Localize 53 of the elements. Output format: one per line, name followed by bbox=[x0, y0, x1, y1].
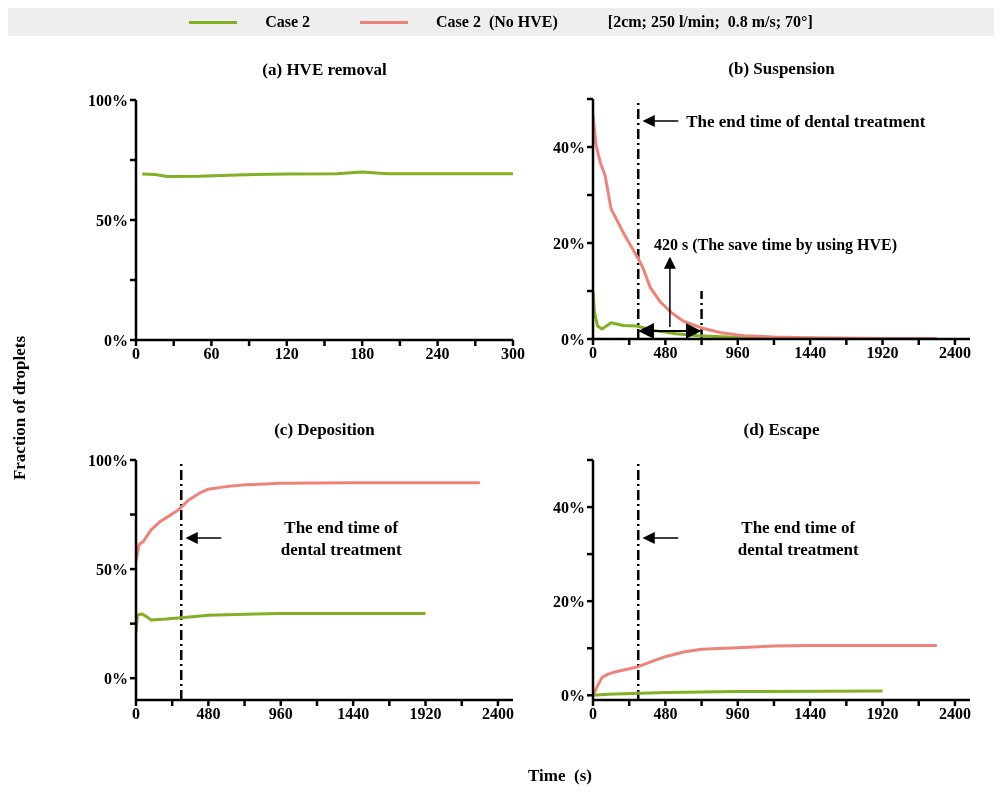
x-tick-label: 480 bbox=[653, 344, 678, 362]
x-tick-label: 0 bbox=[132, 705, 140, 723]
x-tick-label: 0 bbox=[132, 345, 140, 363]
line-series bbox=[136, 481, 482, 563]
x-tick-label: 60 bbox=[203, 345, 220, 363]
y-tick-label: 0% bbox=[561, 330, 585, 348]
x-tick-label: 120 bbox=[274, 345, 299, 363]
x-tick-label: 1920 bbox=[409, 705, 442, 723]
y-axis-title: Fraction of droplets bbox=[10, 335, 30, 481]
y-tick-label: 0% bbox=[561, 686, 585, 704]
x-tick-label: 2400 bbox=[938, 705, 971, 723]
x-tick-label: 480 bbox=[653, 705, 678, 723]
x-tick-label: 240 bbox=[425, 345, 450, 363]
ref-line-label: The end time of dental treatment bbox=[686, 112, 926, 131]
x-tick-label: 960 bbox=[725, 344, 750, 362]
legend-label: Case 2 (No HVE) bbox=[436, 13, 558, 31]
line-series bbox=[593, 113, 939, 339]
y-tick-label: 20% bbox=[553, 234, 585, 252]
chart-title: (a) HVE removal bbox=[261, 60, 388, 80]
y-tick-label: 40% bbox=[553, 498, 585, 516]
y-tick-label: 40% bbox=[553, 138, 585, 156]
chart-title: (d) Escape bbox=[742, 420, 821, 440]
ref-line-label: The end time of dental treatment bbox=[737, 518, 860, 559]
x-tick-label: 300 bbox=[501, 345, 525, 363]
x-tick-label: 960 bbox=[268, 705, 293, 723]
y-tick-label: 20% bbox=[553, 592, 585, 610]
x-tick-label: 0 bbox=[589, 344, 597, 362]
x-tick-label: 180 bbox=[350, 345, 375, 363]
annotation: 420 s (The save time by using HVE) bbox=[653, 236, 898, 255]
legend-label: Case 2 bbox=[265, 13, 311, 31]
y-tick-label: 100% bbox=[88, 91, 128, 109]
y-tick-label: 0% bbox=[104, 669, 128, 687]
x-tick-label: 2400 bbox=[938, 344, 971, 362]
line-series bbox=[136, 611, 428, 634]
x-tick-label: 1440 bbox=[794, 705, 827, 723]
y-tick-label: 50% bbox=[96, 560, 128, 578]
y-tick-label: 100% bbox=[88, 451, 128, 469]
y-tick-label: 50% bbox=[96, 211, 128, 229]
x-tick-label: 1440 bbox=[794, 344, 827, 362]
x-tick-label: 1440 bbox=[337, 705, 370, 723]
line-series bbox=[593, 643, 939, 697]
x-tick-label: 2400 bbox=[481, 705, 514, 723]
x-tick-label: 480 bbox=[196, 705, 221, 723]
y-tick-label: 0% bbox=[104, 331, 128, 349]
x-tick-label: 0 bbox=[589, 705, 597, 723]
x-axis-title: Time (s) bbox=[528, 766, 592, 786]
x-tick-label: 1920 bbox=[866, 705, 899, 723]
legend-title: [2cm; 250 l/min; 0.8 m/s; 70°] bbox=[607, 13, 813, 31]
x-tick-label: 1920 bbox=[866, 344, 899, 362]
chart-title: (b) Suspension bbox=[727, 59, 836, 79]
ref-line-label: The end time of dental treatment bbox=[280, 518, 403, 559]
x-tick-label: 960 bbox=[725, 705, 750, 723]
chart-title: (c) Deposition bbox=[273, 420, 376, 440]
